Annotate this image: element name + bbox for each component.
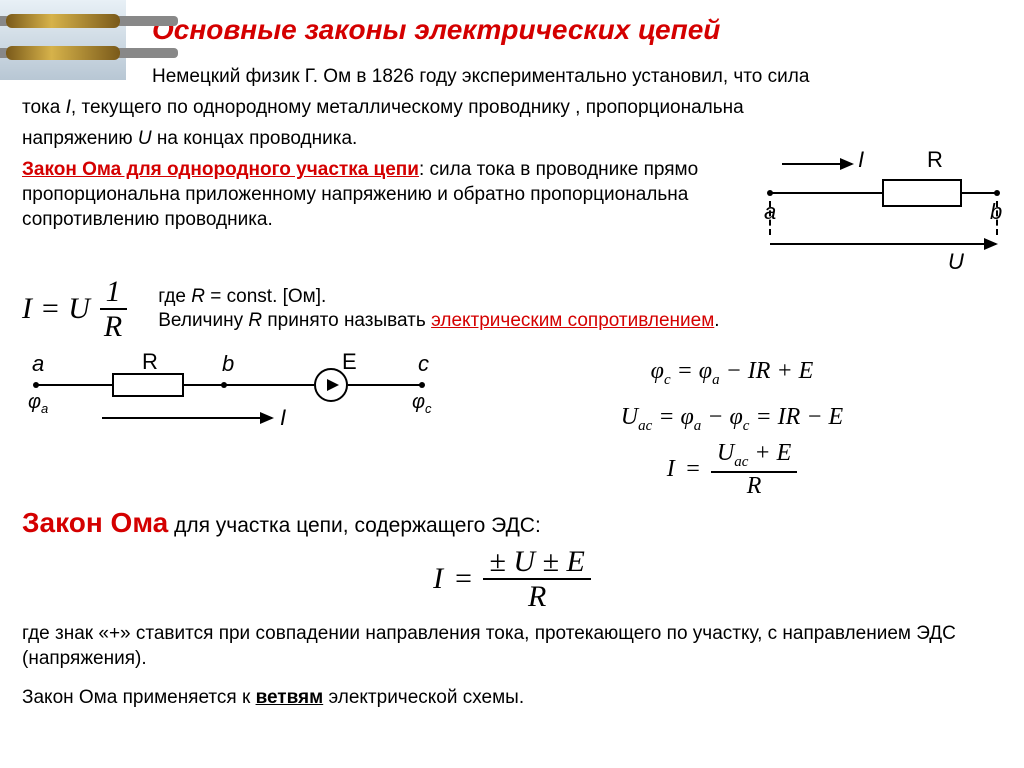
var-R: R (248, 310, 262, 331)
footer-fragment: электрической схемы. (323, 687, 524, 708)
intro-line2: тока I, текущего по однородному металлич… (22, 95, 1002, 120)
formula-num: 1 (100, 275, 127, 310)
label-U: U (948, 249, 964, 275)
label-c: c (418, 351, 429, 377)
label-R: R (927, 147, 943, 173)
label-b: b (222, 351, 234, 377)
eq-den: R (741, 473, 768, 499)
ohm-law-title: Закон Ома (22, 507, 168, 538)
ohm-law-emf-heading: Закон Ома для участка цепи, содержащего … (22, 507, 1002, 539)
current-arrow-I (102, 417, 272, 419)
wire (184, 384, 314, 386)
eq-Uac: Uac = φa − φc = IR − E (462, 395, 1002, 441)
branches-note: Закон Ома применяется к ветвям электриче… (22, 685, 1002, 710)
eq-phi-c: φc = φa − IR + E (462, 349, 1002, 395)
formula-U: U (68, 292, 90, 326)
dashed-line (769, 201, 771, 235)
var-U: U (138, 128, 152, 149)
eq-lhs: I (667, 447, 675, 493)
intro-line3: напряжению U на концах проводника. (22, 126, 1002, 151)
formula-lhs: I (22, 292, 32, 326)
intro-fragment: напряжению (22, 128, 138, 149)
ohm-law-homogeneous: Закон Ома для однородного участка цепи: … (22, 157, 750, 267)
potential-equations: φc = φa − IR + E Uac = φa − φc = IR − E … (462, 349, 1002, 499)
ohm-law-subtitle: для участка цепи, содержащего ЭДС: (168, 514, 541, 537)
intro-line1: Немецкий физик Г. Ом в 1826 году экспери… (152, 64, 1002, 89)
node-b (221, 382, 227, 388)
page-title: Основные законы электрических цепей (152, 14, 1002, 46)
law-heading: Закон Ома для однородного участка цепи (22, 159, 419, 180)
intro-fragment: тока (22, 97, 66, 118)
label-phi-c: φc (412, 391, 432, 416)
intro-fragment: , текущего по однородному металлическому… (71, 97, 744, 118)
node-c (419, 382, 425, 388)
formula-den: R (98, 310, 128, 343)
wire (770, 192, 882, 194)
formula-eq: = (40, 292, 60, 326)
wire (348, 384, 422, 386)
resistance-term: электрическим сопротивлением (431, 310, 714, 331)
current-arrow-I (782, 163, 852, 165)
resistance-definition: где R = const. [Ом]. Величину R принято … (158, 285, 719, 334)
eq-I-frac: I= Uac + E R (462, 440, 1002, 499)
eq-num: Uac + E (711, 440, 797, 472)
resistor-segment-diagram: I R a b U (762, 157, 1002, 267)
branches-term: ветвям (256, 687, 324, 708)
formula-num: ± U ± E (483, 545, 590, 580)
fuse-photo-thumbnail (0, 0, 126, 80)
resistor-box (112, 373, 184, 397)
footer-fragment: Закон Ома применяется к (22, 687, 256, 708)
def-fragment: Величину (158, 310, 248, 331)
var-R: R (191, 286, 205, 307)
label-I: I (280, 405, 286, 431)
label-phi-a: φa (28, 391, 48, 416)
formula-generalized-ohm: I= ± U ± E R (22, 545, 1002, 613)
formula-den: R (522, 580, 552, 613)
wire (36, 384, 112, 386)
voltage-arrow-U (770, 243, 996, 245)
label-E: E (342, 349, 357, 375)
dashed-line (996, 201, 998, 235)
sign-convention-note: где знак «+» ставится при совпадении нап… (22, 621, 1002, 671)
node-b (994, 190, 1000, 196)
wire (962, 192, 998, 194)
label-R: R (142, 349, 158, 375)
resistor-box (882, 179, 962, 207)
def-fragment: = const. [Ом]. (205, 286, 326, 307)
label-a: a (32, 351, 44, 377)
emf-source (314, 368, 348, 402)
def-fragment: принято называть (262, 310, 431, 331)
intro-fragment: на концах проводника. (152, 128, 358, 149)
label-I: I (858, 147, 864, 173)
formula-I-eq-U-over-R: I = U 1 R (22, 275, 128, 343)
segment-with-emf-diagram: a R b E c φa φc I (22, 355, 442, 445)
formula-lhs: I (433, 562, 443, 596)
def-fragment: где (158, 286, 191, 307)
